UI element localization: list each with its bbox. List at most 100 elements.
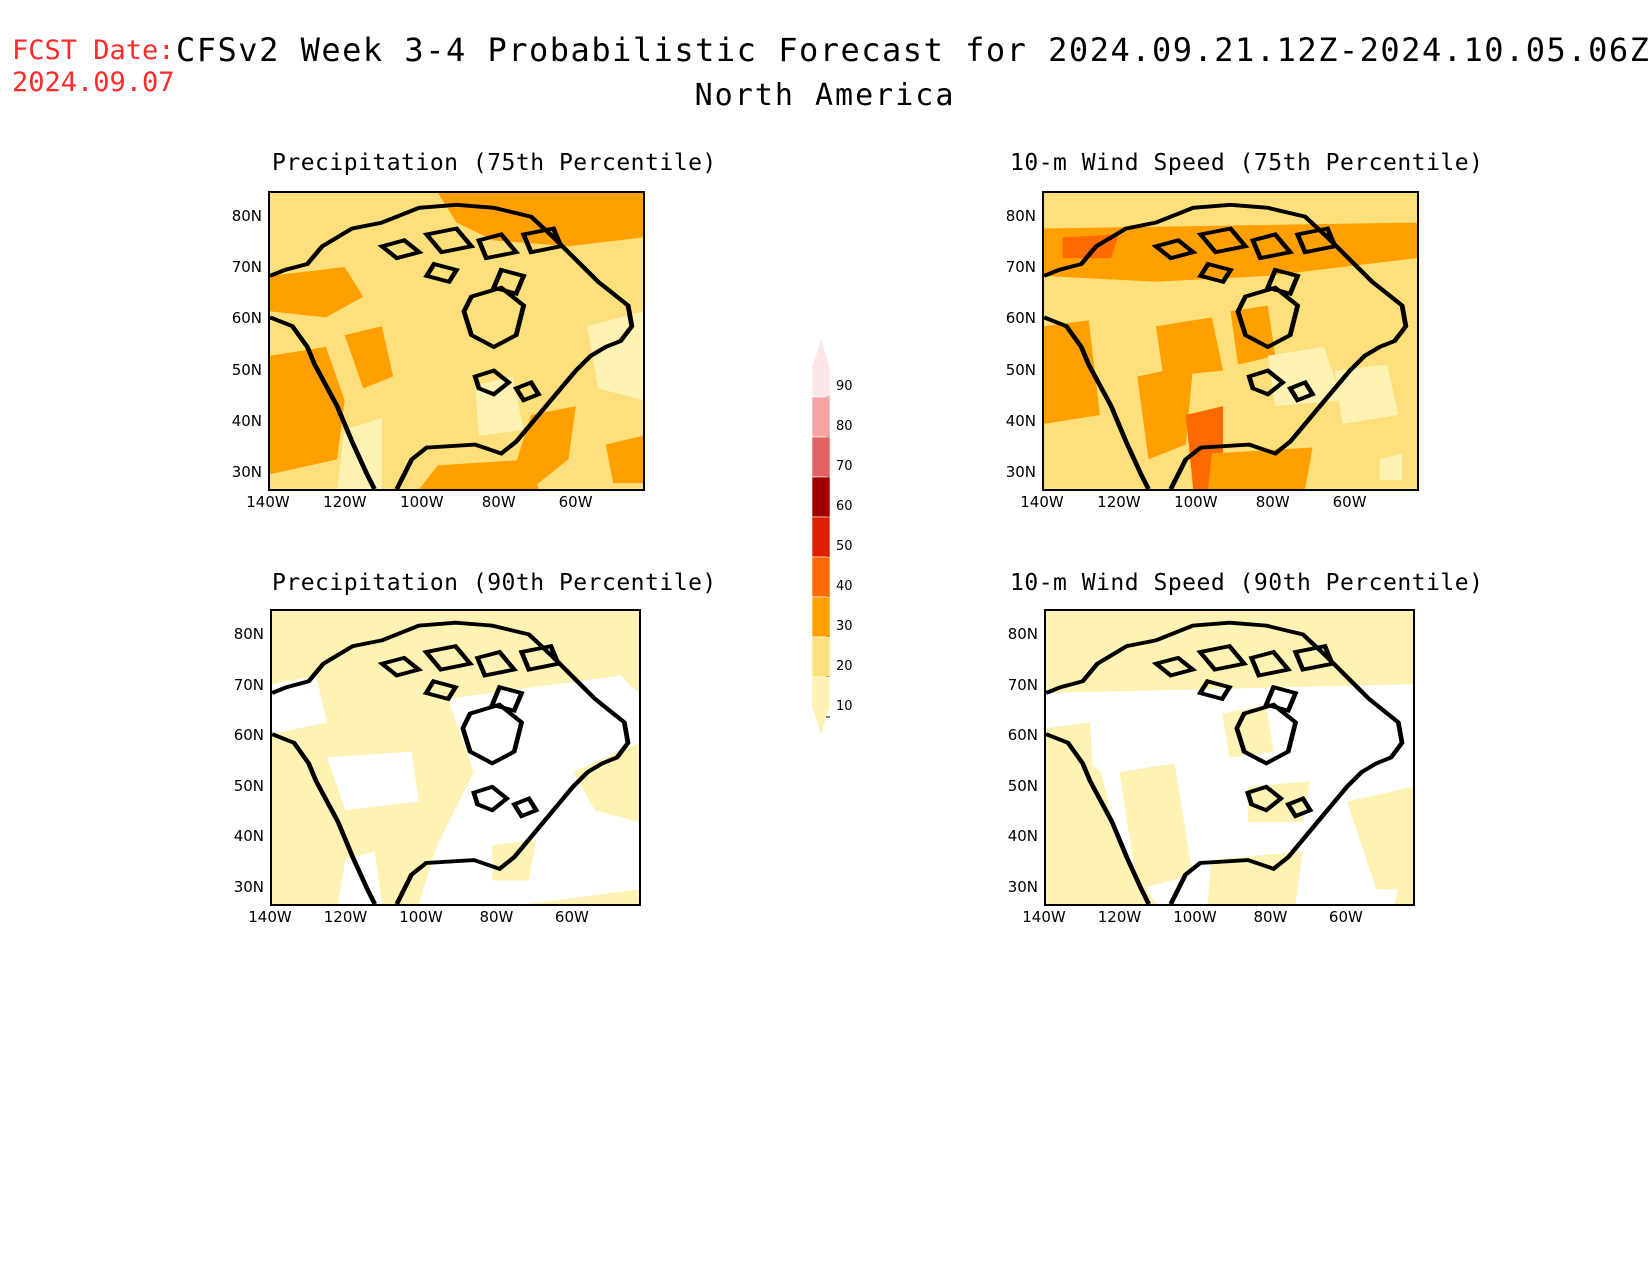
coastline <box>270 202 635 489</box>
arctic-island-outline <box>377 238 424 261</box>
hudson-bay-outline <box>1234 702 1299 766</box>
lat-tick-label: 40N <box>1005 411 1036 430</box>
lat-tick-label: 50N <box>231 360 262 379</box>
colorbar-level-label: 90 <box>836 379 853 394</box>
forecast-map <box>270 609 641 906</box>
shading-high <box>512 406 576 489</box>
lat-tick-label: 30N <box>231 463 262 481</box>
shading-low <box>587 311 643 401</box>
lat-tick-label: 80N <box>231 207 262 225</box>
panel-title: 10-m Wind Speed (75th Percentile) <box>1010 150 1484 176</box>
arctic-island-outline <box>1248 649 1293 678</box>
lat-tick-label: 40N <box>1007 827 1038 846</box>
arctic-island-outline <box>1197 261 1234 285</box>
arctic-island-outline <box>1264 267 1301 297</box>
arctic-island-outline <box>1196 226 1250 255</box>
lat-tick-label: 50N <box>1007 776 1038 795</box>
lon-tick-label: 140W <box>248 908 292 926</box>
colorbar-level-label: 80 <box>836 419 853 434</box>
colorbar-swatches <box>811 338 831 736</box>
lon-tick-label: 100W <box>1173 908 1217 926</box>
lat-tick-label: 60N <box>1007 726 1038 745</box>
lat-tick-label: 30N <box>1007 878 1038 896</box>
great-lakes-outline <box>1245 784 1314 819</box>
colorbar-level-label: 30 <box>836 619 853 634</box>
shading-none <box>272 675 328 735</box>
shading-low <box>1334 364 1399 424</box>
forecast-map <box>1044 609 1415 906</box>
forecast-map <box>268 191 645 491</box>
colorbar-level-label: 10 <box>836 699 853 714</box>
colorbar-level-label: 20 <box>836 659 853 674</box>
colorbar-swatch <box>811 338 831 398</box>
great-lakes-outline <box>472 368 542 403</box>
arctic-island-outline <box>1151 238 1198 261</box>
coastline <box>1044 202 1409 489</box>
map-field <box>270 193 643 489</box>
lat-tick-label: 30N <box>1005 463 1036 481</box>
lon-tick-label: 120W <box>1097 908 1142 926</box>
hudson-bay-outline <box>460 702 525 766</box>
lon-tick-label: 80W <box>479 908 514 926</box>
arctic-island-outline <box>1294 226 1339 255</box>
lon-tick-label: 140W <box>246 493 290 511</box>
map-field <box>272 620 639 904</box>
colorbar-level-label: 70 <box>836 459 853 474</box>
lat-tick-label: 70N <box>1007 675 1038 694</box>
lat-tick-label: 60N <box>1005 309 1036 328</box>
lat-tick-label: 40N <box>233 827 264 846</box>
arctic-island-outline <box>377 655 424 678</box>
lon-tick-label: 60W <box>558 493 593 511</box>
colorbar-swatch <box>811 436 831 478</box>
lat-tick-label: 40N <box>231 411 262 430</box>
colorbar-swatch <box>811 516 831 558</box>
page-subtitle: North America <box>694 78 956 113</box>
lon-tick-label: 120W <box>323 908 368 926</box>
shading-high <box>270 346 345 475</box>
shading-high <box>1044 222 1417 282</box>
great-lakes-outline <box>1246 368 1316 403</box>
colorbar-swatch <box>811 596 831 638</box>
colorbar-swatch <box>811 396 831 438</box>
lat-tick-label: 80N <box>233 625 264 643</box>
arctic-island-outline <box>1249 232 1295 261</box>
arctic-island-outline <box>1151 655 1198 678</box>
shading-low <box>492 839 537 881</box>
arctic-island-outline <box>490 267 527 297</box>
lat-tick-label: 50N <box>233 776 264 795</box>
arctic-island-outline <box>422 678 459 702</box>
shading-low <box>475 376 524 436</box>
shading-high <box>344 326 394 389</box>
lon-tick-label: 140W <box>1020 493 1064 511</box>
shading-low <box>1222 704 1274 758</box>
lat-tick-label: 80N <box>1007 625 1038 643</box>
colorbar-level-label: 40 <box>836 579 853 594</box>
forecast-map <box>1042 191 1419 491</box>
lat-tick-label: 30N <box>233 878 264 896</box>
fcst-date-value: 2024.09.07 <box>12 67 175 98</box>
colorbar-swatch <box>811 636 831 678</box>
arctic-island-outline <box>1196 678 1233 702</box>
hudson-bay-outline <box>1235 285 1301 350</box>
shading-none <box>327 751 419 811</box>
arctic-island-outline <box>518 643 562 672</box>
arctic-island-outline <box>489 684 525 714</box>
colorbar-level-label: 60 <box>836 499 853 514</box>
lon-tick-label: 60W <box>1328 908 1363 926</box>
shading-low <box>1379 453 1403 481</box>
panel-title: Precipitation (75th Percentile) <box>272 150 717 176</box>
arctic-island-outline <box>520 226 565 255</box>
shading-low <box>1046 722 1102 904</box>
shading-low <box>572 742 639 822</box>
shading-low <box>1267 346 1343 407</box>
page-title: CFSv2 Week 3-4 Probabilistic Forecast fo… <box>176 31 1650 69</box>
lon-tick-label: 140W <box>1022 908 1066 926</box>
coastline <box>1046 620 1405 904</box>
map-field <box>1046 620 1413 904</box>
lon-tick-label: 80W <box>481 493 516 511</box>
arctic-island-outline <box>423 261 460 285</box>
lat-tick-label: 70N <box>1005 258 1036 277</box>
colorbar-swatch <box>811 556 831 598</box>
lat-tick-label: 60N <box>231 309 262 328</box>
panel-title: Precipitation (90th Percentile) <box>272 570 717 596</box>
